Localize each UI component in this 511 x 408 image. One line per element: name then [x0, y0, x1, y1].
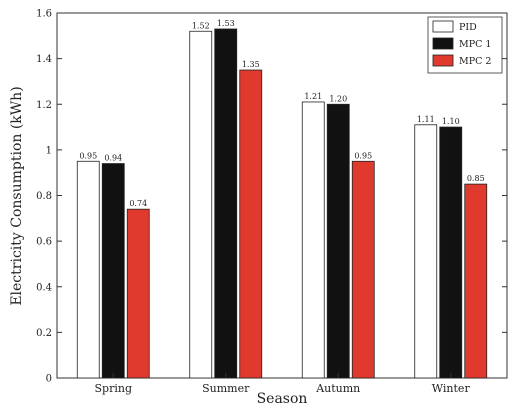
legend-swatch	[432, 54, 454, 67]
x-tick-label: Winter	[432, 382, 471, 395]
y-tick-label: 1	[46, 145, 52, 156]
data-label: 0.94	[104, 154, 122, 163]
bar-summer-mpc1	[214, 28, 238, 379]
data-label: 0.95	[354, 151, 372, 160]
y-tick-label: 0	[46, 374, 52, 385]
y-axis-title: Electricity Consumption (kWh)	[9, 86, 25, 305]
bar-summer-mpc2	[239, 69, 263, 379]
x-axis: Spring Summer Autumn Winter	[95, 373, 471, 395]
legend-swatch	[432, 37, 454, 50]
legend-swatch	[432, 20, 454, 33]
bar-winter-mpc1	[439, 126, 463, 379]
y-tick-label: 0.8	[36, 191, 52, 202]
legend: PID MPC 1 MPC 2	[427, 16, 503, 74]
bar-autumn-mpc1	[326, 103, 350, 379]
bar-autumn-mpc2	[351, 160, 375, 379]
x-axis-title: Season	[257, 391, 308, 407]
bars-group: 0.95 0.94 0.74 1.52 1.53 1.35 1.21 1.20 0.95 1.11…	[76, 19, 488, 379]
y-tick-label: 1.4	[36, 54, 52, 65]
bar-summer-pid	[189, 30, 213, 379]
data-label: 1.35	[242, 60, 260, 69]
y-tick-label: 0.4	[36, 282, 52, 293]
data-label: 0.95	[79, 151, 97, 160]
bar-winter-pid	[414, 124, 438, 379]
data-label: 1.11	[417, 115, 435, 124]
y-tick-label: 1.2	[36, 100, 52, 111]
y-tick-label: 0.6	[36, 237, 52, 248]
data-label: 1.21	[304, 92, 322, 101]
data-label: 1.52	[192, 21, 210, 30]
data-label: 0.85	[467, 174, 485, 183]
bar-spring-mpc1	[101, 163, 125, 379]
data-label: 1.20	[329, 94, 347, 103]
x-tick-label: Summer	[202, 382, 250, 395]
x-tick-label: Spring	[95, 382, 132, 395]
bar-spring-pid	[76, 160, 100, 379]
legend-label: MPC 2	[459, 56, 491, 67]
bar-spring-mpc2	[126, 208, 150, 379]
y-tick-label: 1.6	[36, 9, 52, 20]
data-label: 1.10	[442, 117, 460, 126]
legend-label: MPC 1	[459, 39, 491, 50]
y-axis: 0 0.2 0.4 0.6 0.8 1 1.2 1.4 1.6	[36, 9, 507, 385]
bar-autumn-pid	[301, 101, 325, 379]
bar-winter-mpc2	[464, 183, 488, 379]
data-label: 0.74	[129, 199, 147, 208]
y-tick-label: 0.2	[36, 328, 52, 339]
data-label: 1.53	[217, 19, 235, 28]
legend-label: PID	[459, 22, 477, 33]
x-tick-label: Autumn	[315, 382, 360, 395]
